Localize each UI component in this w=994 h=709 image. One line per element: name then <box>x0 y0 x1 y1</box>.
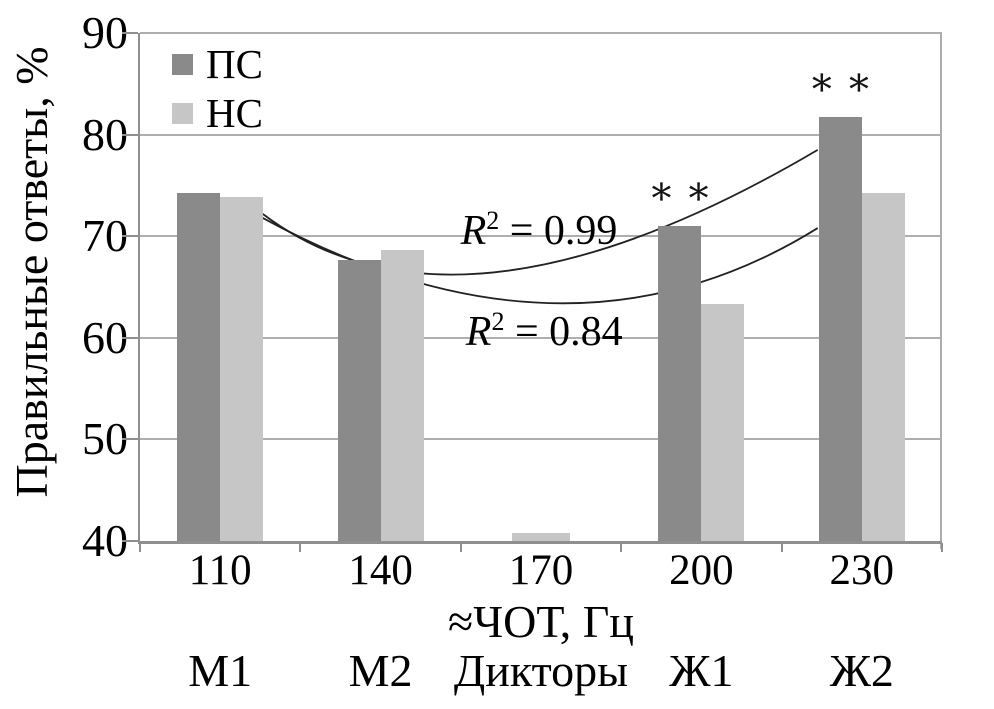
gridline-90 <box>140 32 942 34</box>
legend-entry-ps: ПС <box>172 41 263 87</box>
x-tick-0 <box>139 543 141 552</box>
significance-mark-230: ∗∗ <box>808 59 883 105</box>
r2-symbol: R2 <box>465 306 505 355</box>
y-tick-70 <box>122 235 138 238</box>
gridline-60 <box>140 336 942 339</box>
y-tick-label-50: 50 <box>82 413 128 465</box>
x-axis-line <box>138 541 942 544</box>
bar-НС-140 <box>380 250 424 541</box>
x-tick-1 <box>299 543 302 552</box>
x-tick-label-140: 140 <box>348 547 413 594</box>
category-sublabel-М2: М2 <box>348 645 413 696</box>
category-sublabel-Дикторы: Дикторы <box>453 645 629 696</box>
x-tick-label-110: 110 <box>188 547 252 594</box>
legend-label-ps: ПС <box>206 41 263 87</box>
y-tick-label-70: 70 <box>82 210 128 262</box>
legend-entry-ns: НС <box>172 90 263 136</box>
x-tick-2 <box>459 543 462 552</box>
y-tick-50 <box>122 438 138 441</box>
x-tick-label-170: 170 <box>508 547 574 594</box>
plot-right-border <box>940 33 942 549</box>
bar-НС-110 <box>220 196 264 541</box>
gridline-80 <box>140 133 942 136</box>
category-sublabel-М1: М1 <box>188 645 253 696</box>
x-tick-3 <box>620 543 623 552</box>
legend-swatch-ps <box>172 53 193 75</box>
x-tick-label-200: 200 <box>669 547 734 594</box>
y-axis-line <box>138 33 140 543</box>
plot-area: R2 = 0.99 R2 = 0.84 ∗∗ ∗∗ <box>122 32 943 552</box>
category-sublabel-Ж2: Ж2 <box>829 645 894 696</box>
y-tick-40 <box>122 540 138 542</box>
bar-ПС-230 <box>818 117 862 541</box>
y-tick-90 <box>122 32 138 34</box>
legend: ПС НС <box>172 44 263 142</box>
x-tick-4 <box>780 543 783 552</box>
r2-label-НС: R2 = 0.84 <box>465 306 623 355</box>
trend-curve-НС <box>262 217 819 305</box>
bar-ПС-110 <box>177 192 221 541</box>
x-axis-title: ≈ЧОТ, Гц <box>447 596 635 647</box>
gridline-70 <box>140 235 942 238</box>
bar-ПС-200 <box>658 226 702 541</box>
y-tick-60 <box>122 336 138 339</box>
significance-mark-200: ∗∗ <box>647 168 723 214</box>
trendline-curves <box>262 149 819 305</box>
bar-НС-230 <box>861 192 905 541</box>
legend-label-ns: НС <box>206 90 263 136</box>
gridline-50 <box>140 438 942 441</box>
x-tick-label-230: 230 <box>829 547 895 594</box>
bar-НС-170 <box>512 532 570 541</box>
r2-value: = 0.99 <box>499 208 618 255</box>
y-tick-label-60: 60 <box>82 311 128 363</box>
bar-ПС-140 <box>337 259 381 541</box>
r2-value: = 0.84 <box>504 308 623 355</box>
trend-curve-ПС <box>262 149 819 276</box>
y-tick-label-40: 40 <box>82 515 128 566</box>
legend-swatch-ns <box>172 102 193 124</box>
bar-НС-200 <box>701 304 745 541</box>
r2-symbol: R2 <box>460 206 500 255</box>
x-tick-5 <box>941 543 943 552</box>
y-tick-label-80: 80 <box>82 108 128 160</box>
category-sublabel-Ж1: Ж1 <box>669 645 734 696</box>
y-tick-label-90: 90 <box>82 7 128 58</box>
r2-label-ПС: R2 = 0.99 <box>460 206 618 255</box>
y-tick-80 <box>122 133 138 136</box>
